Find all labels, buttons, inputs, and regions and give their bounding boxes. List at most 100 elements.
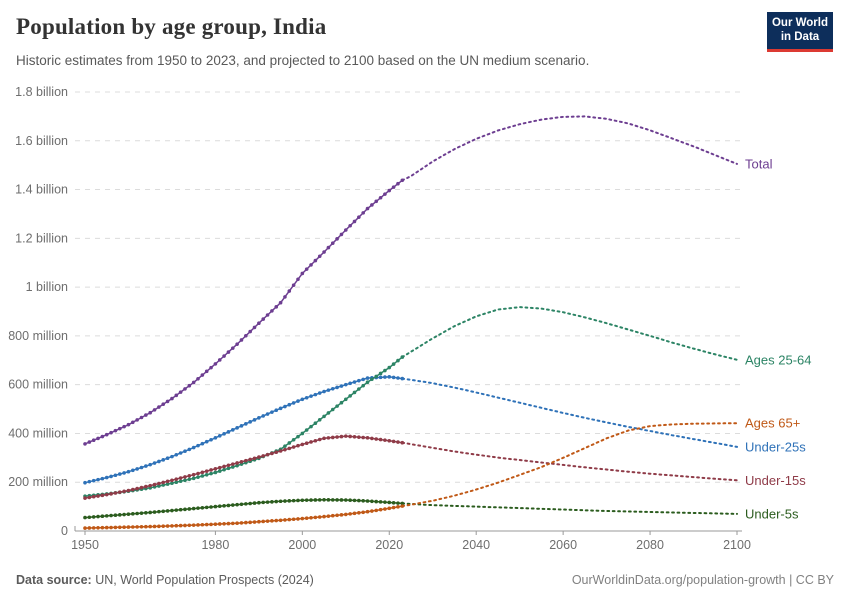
data-point-marker [100, 476, 105, 481]
data-point-marker [226, 503, 231, 508]
x-axis-tick-label: 2100 [723, 538, 751, 552]
data-point-marker [317, 391, 322, 395]
y-axis-tick-label: 400 million [8, 426, 68, 440]
data-point-marker [339, 232, 344, 237]
data-point-marker [326, 388, 331, 392]
data-point-marker [335, 435, 339, 439]
data-point-marker [144, 464, 148, 468]
data-point-marker [370, 499, 374, 504]
data-point-marker [204, 473, 209, 477]
data-point-marker [209, 505, 213, 509]
chart-footer: Data source: UN, World Population Prospe… [16, 573, 834, 587]
data-point-marker [313, 438, 318, 443]
data-point-marker [291, 401, 296, 405]
data-point-marker [191, 476, 196, 481]
data-point-marker [152, 524, 157, 529]
data-point-marker [261, 454, 266, 458]
data-point-marker [344, 512, 348, 517]
data-point-marker [400, 376, 405, 381]
data-point-marker [287, 446, 292, 451]
data-point-marker [309, 440, 313, 444]
series-label-ages-65-: Ages 65+ [745, 416, 800, 431]
data-point-marker [370, 203, 374, 207]
data-point-marker [378, 500, 383, 504]
data-point-marker [383, 507, 387, 511]
y-axis-tick-label: 200 million [8, 475, 68, 489]
data-point-marker [300, 271, 305, 276]
owid-url-link[interactable]: OurWorldinData.org/population-growth | C… [571, 573, 834, 587]
data-point-marker [96, 436, 100, 441]
data-point-marker [361, 211, 365, 215]
data-point-marker [330, 435, 335, 440]
y-axis-tick-label: 600 million [8, 378, 68, 392]
data-point-marker [209, 471, 213, 476]
data-point-marker [391, 185, 396, 189]
data-point-marker [317, 254, 322, 259]
data-point-marker [117, 472, 122, 476]
data-point-marker [248, 501, 252, 506]
data-point-marker [222, 504, 226, 508]
data-point-marker [387, 500, 392, 505]
data-point-marker [174, 523, 179, 528]
data-point-marker [113, 513, 118, 517]
data-point-marker [196, 471, 200, 476]
data-point-marker [326, 436, 331, 440]
data-source-value: UN, World Population Prospects (2024) [91, 573, 314, 587]
data-point-marker [117, 513, 122, 517]
data-point-marker [87, 495, 92, 500]
data-point-marker [287, 499, 292, 503]
data-point-marker [100, 493, 105, 498]
data-point-marker [187, 447, 192, 452]
data-point-marker [291, 498, 296, 503]
data-point-marker [222, 521, 226, 526]
data-point-marker [361, 499, 365, 503]
data-point-marker [278, 300, 283, 305]
series-label-under-15s: Under-15s [745, 473, 806, 488]
data-point-marker [261, 317, 266, 321]
data-point-marker [170, 454, 174, 459]
data-point-marker [400, 501, 405, 506]
data-point-marker [226, 463, 231, 468]
data-point-marker [187, 477, 192, 482]
x-axis-tick-label: 2000 [288, 538, 316, 552]
data-point-marker [191, 506, 196, 511]
data-point-marker [244, 422, 248, 426]
data-point-marker [387, 365, 392, 370]
data-point-marker [304, 267, 309, 271]
data-point-marker [313, 515, 318, 520]
data-point-marker [357, 511, 361, 515]
data-point-marker [348, 512, 352, 516]
data-point-marker [274, 499, 279, 504]
series-projection-under-25s [401, 377, 738, 448]
y-axis-tick-label: 0 [61, 524, 68, 538]
data-point-marker [322, 436, 326, 441]
data-point-marker [152, 408, 157, 412]
data-point-marker [213, 470, 218, 475]
x-axis-tick-label: 2040 [462, 538, 490, 552]
data-point-marker [152, 461, 157, 465]
data-point-marker [396, 358, 400, 363]
data-point-marker [213, 504, 218, 509]
data-point-marker [300, 442, 305, 447]
data-point-marker [252, 501, 257, 505]
data-point-marker [183, 523, 187, 528]
data-point-marker [96, 514, 100, 519]
data-point-marker [152, 482, 157, 487]
data-point-marker [330, 498, 335, 502]
data-point-marker [144, 511, 148, 515]
data-point-marker [330, 386, 335, 391]
data-point-marker [317, 437, 322, 442]
series-projection-under-5s [401, 502, 738, 515]
data-point-marker [391, 375, 396, 380]
data-point-marker [391, 362, 396, 366]
data-point-marker [335, 237, 339, 241]
data-point-marker [144, 484, 148, 489]
data-point-marker [265, 412, 270, 416]
data-point-marker [322, 250, 326, 254]
series-label-under-25s: Under-25s [745, 439, 806, 454]
data-point-marker [283, 499, 287, 503]
data-point-marker [135, 525, 139, 529]
data-point-marker [148, 462, 152, 467]
data-point-marker [109, 513, 113, 518]
data-point-marker [161, 458, 166, 462]
